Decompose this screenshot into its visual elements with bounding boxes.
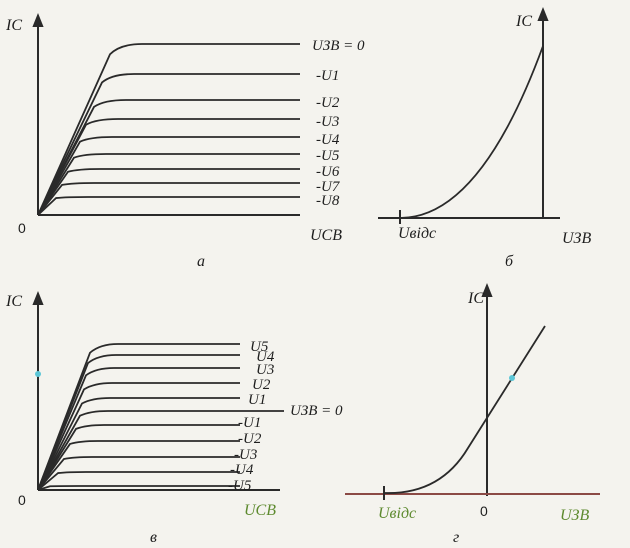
output-curve-c-5	[37, 410, 284, 491]
panel-a-curve-labels: UЗВ = 0 -U1 -U2 -U3 -U4 -U5 -U6 -U7 -U8	[312, 38, 365, 209]
panel-d-origin-label: 0	[480, 503, 488, 519]
output-curve-c-8	[37, 456, 240, 491]
panel-d-x-axis-label: UЗВ	[560, 507, 589, 524]
curve-label-c-4: U1	[248, 392, 266, 408]
panel-c-curve-labels: U5 U4 U3 U2 U1 UЗВ = 0 -U1 -U2 -U3 -U4 -…	[228, 339, 343, 494]
output-curve-a-8	[37, 196, 300, 216]
output-curve-c-1	[37, 354, 240, 491]
panel-a-label: а	[197, 253, 205, 270]
panel-c-y-axis-label: IC	[5, 293, 22, 310]
panel-a-y-axis-label: IC	[5, 17, 22, 34]
panel-c-axis-marker	[35, 371, 41, 377]
panel-c-origin-label: 0	[18, 492, 26, 508]
curve-label-c-6: -U1	[238, 415, 261, 431]
output-curve-a-1	[37, 73, 300, 216]
curve-label-a-7: -U7	[316, 179, 341, 195]
output-curve-a-7	[37, 182, 300, 216]
panel-d-y-axis-label: IC	[467, 290, 484, 307]
panel-b-y-axis-label: IC	[515, 13, 532, 30]
output-curve-c-10	[37, 485, 240, 491]
panel-c: IC UСВ 0 в U5 U4 U3 U2 U1 UЗВ = 0 -U1 -U…	[5, 291, 343, 546]
curve-label-a-6: -U6	[316, 164, 340, 180]
panel-a-origin-label: 0	[18, 220, 26, 236]
output-curve-c-2	[37, 367, 240, 491]
curve-label-a-3: -U3	[316, 114, 339, 130]
curve-label-c-8: -U3	[234, 447, 257, 463]
panel-b-label: б	[505, 253, 514, 270]
curve-label-c-2: U3	[256, 362, 274, 378]
output-curve-c-0	[37, 343, 240, 491]
curve-label-c-9: -U4	[230, 462, 254, 478]
curve-label-a-2: -U2	[316, 95, 340, 111]
curve-label-c-1: U4	[256, 349, 275, 365]
output-curve-a-3	[37, 118, 300, 216]
panel-d-curve-marker	[509, 375, 515, 381]
panel-b-x-axis-label: UЗВ	[562, 230, 591, 247]
curve-label-c-10: -U5	[228, 478, 252, 494]
curve-label-c-5: UЗВ = 0	[290, 403, 343, 419]
panel-b-transfer-curve	[399, 45, 544, 219]
output-curve-c-6	[37, 424, 240, 491]
panel-a: IC UСВ 0 а UЗВ = 0 -U1 -U2 -U3 -U4 -U5 -…	[5, 13, 365, 270]
panel-d-label: г	[453, 529, 459, 546]
panel-c-output-curves	[37, 343, 284, 491]
panel-a-output-curves	[37, 43, 300, 216]
curve-label-a-1: -U1	[316, 68, 339, 84]
output-curve-a-4	[37, 136, 300, 216]
output-curve-c-9	[37, 471, 240, 491]
panel-d-threshold-label: Uвідс	[378, 505, 416, 522]
panel-c-x-axis-label: UСВ	[244, 502, 276, 519]
panel-a-x-axis-label: UСВ	[310, 227, 342, 244]
panel-b-threshold-label: Uвідс	[398, 225, 436, 242]
output-curve-c-3	[37, 382, 240, 491]
output-curve-c-7	[37, 440, 240, 491]
curve-label-c-3: U2	[252, 377, 271, 393]
output-curve-a-2	[37, 99, 300, 216]
panel-b: IC UЗВ Uвідс б	[378, 7, 591, 270]
output-curve-a-0	[37, 43, 300, 216]
panel-d: IC UЗВ Uвідс 0 г	[345, 283, 600, 546]
output-curve-a-5	[37, 153, 300, 216]
output-curve-c-4	[37, 397, 240, 491]
curve-label-a-5: -U5	[316, 148, 340, 164]
curve-label-a-0: UЗВ = 0	[312, 38, 365, 54]
curve-label-c-0: U5	[250, 339, 269, 355]
panel-d-transfer-curve	[383, 325, 546, 494]
panel-c-label: в	[150, 529, 157, 546]
curve-label-a-8: -U8	[316, 193, 340, 209]
curve-label-a-4: -U4	[316, 132, 340, 148]
output-curve-a-6	[37, 168, 300, 216]
curve-label-c-7: -U2	[238, 431, 262, 447]
